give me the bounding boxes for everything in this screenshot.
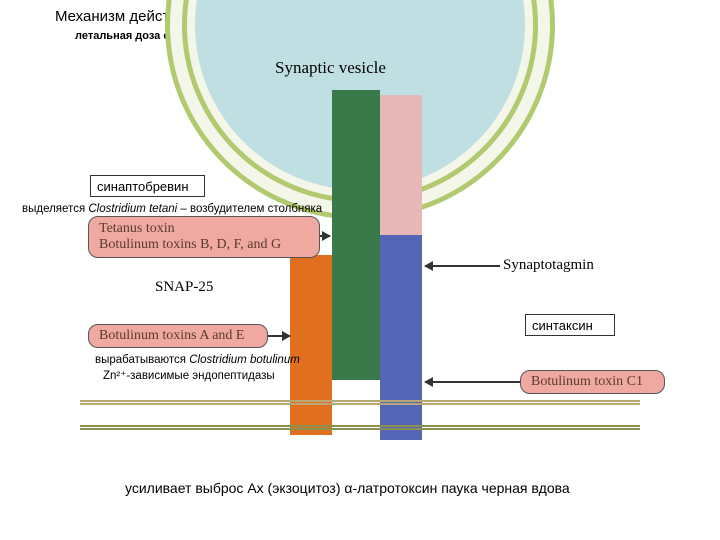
protein-snap25 [290, 255, 332, 435]
note-tetani: выделяется Clostridium tetani – возбудит… [22, 202, 322, 218]
label-syntaxin: синтаксин [525, 314, 615, 336]
note-tetani-text: выделяется Clostridium tetani – возбудит… [22, 203, 322, 215]
label-synaptobrevin: синаптобревин [90, 175, 205, 197]
tetanus-line2: Botulinum toxins B, D, F, and G [99, 237, 309, 253]
protein-synaptobrevin [332, 90, 380, 380]
arrow-botC [425, 381, 520, 383]
label-snap25: SNAP-25 [155, 279, 213, 296]
box-botC: Botulinum toxin C1 [520, 370, 665, 394]
membrane-top [80, 400, 640, 402]
arrow-synaptotagmin [425, 265, 500, 267]
membrane-bot [80, 425, 640, 427]
box-botA: Botulinum toxins A and E [88, 324, 268, 348]
note-botulinum-l2: Zn²⁺-зависимые эндопептидазы [95, 369, 300, 385]
footer-text: усиливает выброс Ах (экзоцитоз) α-латрот… [125, 480, 570, 496]
note-botulinum: вырабатываются Clostridium botulinum Zn²… [95, 353, 300, 384]
tetanus-line1: Tetanus toxin [99, 221, 309, 237]
vesicle-label: Synaptic vesicle [275, 58, 386, 78]
protein-syntaxin [380, 235, 422, 440]
label-synaptotagmin: Synaptotagmin [503, 257, 594, 274]
note-botulinum-l1: вырабатываются Clostridium botulinum [95, 353, 300, 369]
box-tetanus: Tetanus toxin Botulinum toxins B, D, F, … [88, 216, 320, 258]
